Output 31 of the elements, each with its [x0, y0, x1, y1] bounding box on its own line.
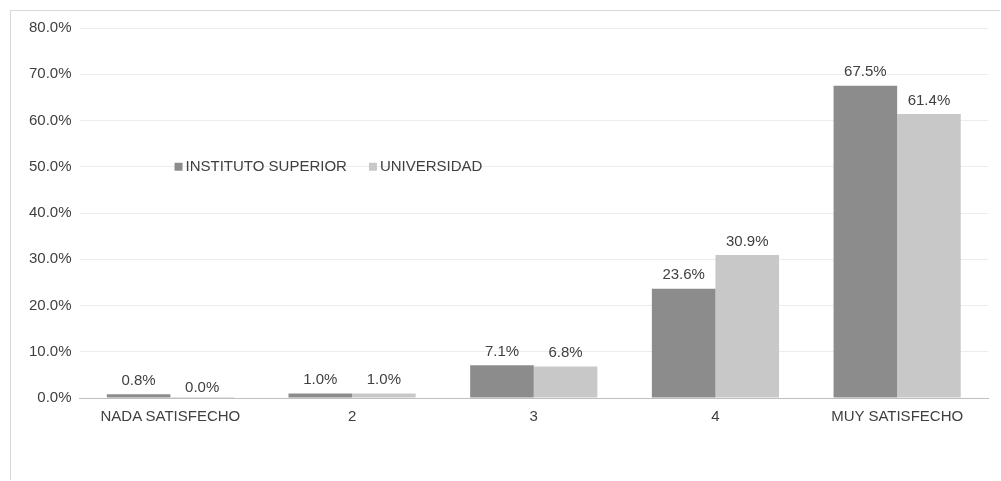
bar: [288, 393, 353, 398]
data-label: 1.0%: [366, 370, 401, 388]
x-tick-label: NADA SATISFECHO: [100, 407, 241, 425]
y-tick-label: 20.0%: [28, 295, 72, 313]
bar: [470, 365, 534, 398]
y-tick-label: 10.0%: [28, 341, 72, 359]
data-label: 30.9%: [725, 231, 769, 249]
y-tick-label: 30.0%: [28, 249, 72, 267]
y-tick-label: 40.0%: [28, 203, 72, 221]
data-label: 0.8%: [121, 370, 156, 388]
legend-label: INSTITUTO SUPERIOR: [185, 156, 348, 174]
data-label: 0.0%: [185, 377, 220, 395]
data-label: 6.8%: [548, 343, 583, 361]
y-tick-label: 80.0%: [28, 18, 72, 36]
y-tick-label: 50.0%: [28, 156, 72, 174]
bar: [106, 394, 171, 398]
x-tick-label: MUY SATISFECHO: [831, 407, 964, 425]
data-label: 61.4%: [907, 90, 951, 108]
x-tick-label: 4: [711, 407, 720, 425]
data-label: 1.0%: [303, 370, 338, 388]
data-label: 23.6%: [662, 265, 705, 283]
data-label: 67.5%: [844, 62, 887, 80]
legend-label: UNIVERSIDAD: [379, 156, 483, 174]
y-tick-label: 0.0%: [37, 388, 72, 406]
y-tick-label: 60.0%: [28, 110, 72, 128]
bar: [833, 85, 898, 398]
bar: [651, 288, 716, 398]
x-tick-label: 3: [529, 407, 538, 425]
y-tick-label: 70.0%: [28, 64, 72, 82]
x-tick-label: 2: [347, 407, 357, 425]
data-label: 7.1%: [484, 341, 520, 359]
